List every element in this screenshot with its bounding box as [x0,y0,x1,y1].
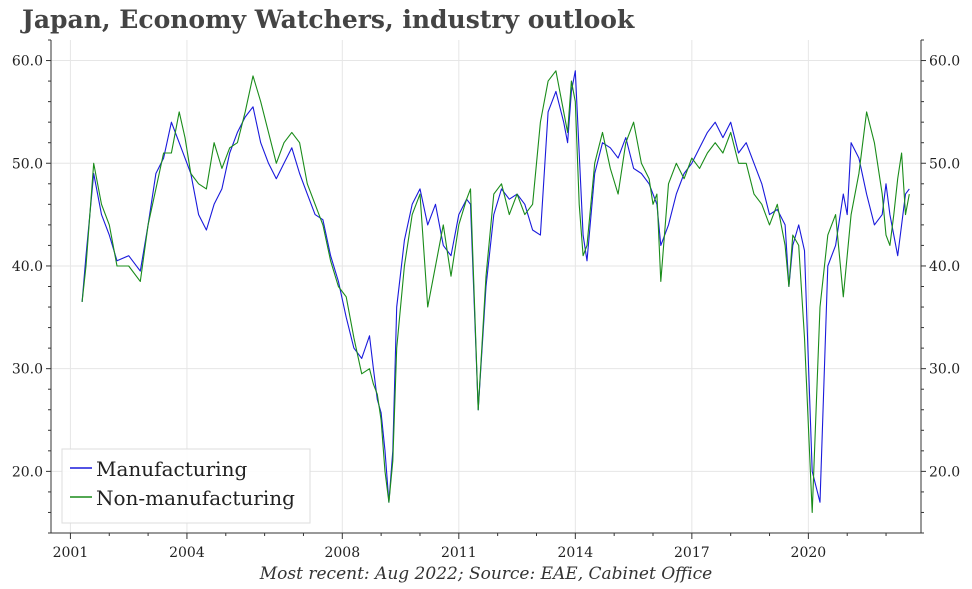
series-line-non-manufacturing [81,70,910,514]
x-tick-label: 2017 [674,545,710,561]
legend-label-manufacturing: Manufacturing [96,457,247,481]
y-tick-label-right: 60.0 [929,54,960,70]
y-tick-label-left: 50.0 [12,156,43,172]
chart-caption: Most recent: Aug 2022; Source: EAE, Cabi… [259,564,713,584]
y-tick-label-right: 40.0 [929,259,960,275]
y-tick-label-left: 60.0 [12,54,43,70]
legend: Manufacturing Non-manufacturing [61,448,311,524]
axes: 20.0 20.0 30.0 30.0 40.0 40.0 50.0 50.0 60.0 60.0… [12,39,960,561]
y-tick-label-left: 40.0 [12,259,43,275]
x-tick-label: 2014 [558,545,594,561]
x-tick-label: 2020 [791,545,827,561]
legend-label-non-manufacturing: Non-manufacturing [96,486,295,510]
x-tick-label: 2011 [441,545,477,561]
x-tick-label: 2008 [324,545,360,561]
y-tick-label-right: 50.0 [929,156,960,172]
y-tick-label-right: 20.0 [929,464,960,480]
series-line-manufacturing [81,70,910,503]
legend-box [61,448,311,524]
x-tick-label: 2001 [53,545,89,561]
x-tick-label: 2004 [169,545,205,561]
gridlines [51,40,921,533]
y-tick-label-right: 30.0 [929,362,960,378]
series-lines [81,70,910,514]
chart-title: Japan, Economy Watchers, industry outloo… [22,5,635,34]
y-tick-label-left: 20.0 [12,464,43,480]
y-tick-label-left: 30.0 [12,362,43,378]
